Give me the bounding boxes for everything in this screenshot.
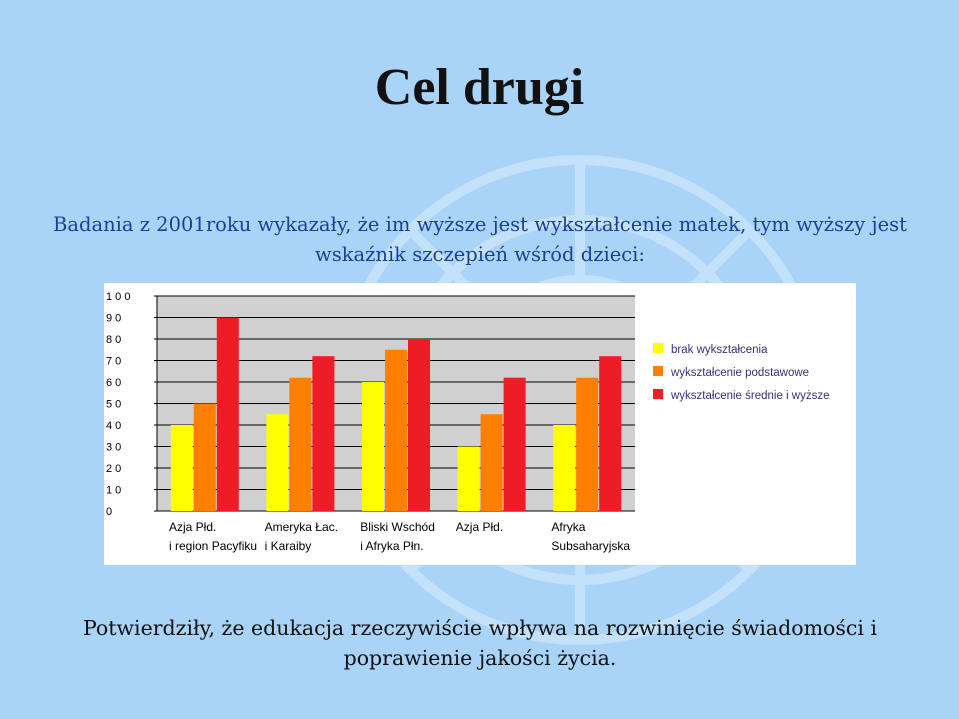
bar bbox=[553, 425, 576, 511]
y-tick-label: 4 0 bbox=[106, 420, 121, 432]
bar bbox=[503, 377, 526, 511]
x-tick-label: Afryka bbox=[551, 520, 585, 534]
intro-text: Badania z 2001roku wykazały, że im wyższ… bbox=[53, 213, 907, 266]
y-tick-label: 1 0 bbox=[106, 485, 121, 497]
legend-swatch bbox=[653, 366, 663, 376]
y-tick-label: 3 0 bbox=[106, 442, 121, 454]
y-tick-label: 1 0 0 bbox=[106, 291, 130, 303]
y-tick-label: 5 0 bbox=[106, 399, 121, 411]
bar bbox=[362, 382, 384, 511]
x-tick-label: Azja Płd. bbox=[456, 520, 503, 534]
x-tick-label: i region Pacyfiku bbox=[169, 539, 257, 553]
legend-label: brak wykształcenia bbox=[671, 344, 768, 356]
y-tick-label: 0 bbox=[106, 506, 112, 518]
conclusion-text: Potwierdziły, że edukacja rzeczywiście w… bbox=[82, 616, 878, 670]
bar bbox=[385, 349, 407, 511]
bar bbox=[216, 317, 239, 511]
y-tick-label: 8 0 bbox=[106, 334, 121, 346]
y-tick-label: 7 0 bbox=[106, 356, 121, 368]
y-tick-label: 9 0 bbox=[106, 313, 121, 325]
y-tick-label: 6 0 bbox=[106, 377, 121, 389]
x-tick-label: Azja Płd. bbox=[169, 520, 216, 534]
x-tick-label: Subsaharyjska bbox=[551, 539, 630, 553]
bar bbox=[480, 414, 503, 511]
bar bbox=[408, 339, 430, 511]
legend-label: wykształcenie podstawowe bbox=[670, 367, 809, 379]
slide-title: Cel drugi bbox=[374, 59, 585, 116]
bar bbox=[457, 446, 480, 511]
x-tick-label: Bliski Wschód bbox=[360, 520, 435, 534]
bar bbox=[193, 403, 216, 511]
bar bbox=[599, 356, 622, 511]
bar bbox=[170, 425, 193, 511]
bar bbox=[576, 377, 599, 511]
bar-chart: 0 1 0 2 0 3 0 4 0 5 0 6 0 7 0 8 0 9 0 1 0 0 Azja Pł… bbox=[106, 291, 830, 553]
x-tick-label: i Karaiby bbox=[265, 539, 312, 553]
legend-label: wykształcenie średnie i wyższe bbox=[670, 390, 830, 402]
bar bbox=[266, 414, 289, 511]
legend-swatch bbox=[653, 343, 663, 353]
legend-swatch bbox=[653, 389, 663, 399]
x-tick-label: Ameryka Łac. bbox=[265, 520, 338, 534]
bar bbox=[312, 356, 335, 511]
y-tick-label: 2 0 bbox=[106, 463, 121, 475]
x-tick-label: i Afryka Płn. bbox=[360, 539, 423, 553]
bar bbox=[289, 377, 312, 511]
